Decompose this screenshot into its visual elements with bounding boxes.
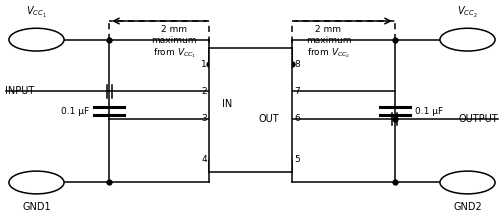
Text: 0.1 μF: 0.1 μF	[415, 107, 443, 116]
Text: OUTPUT: OUTPUT	[459, 114, 498, 124]
Text: 1: 1	[201, 60, 207, 69]
Text: INPUT: INPUT	[6, 86, 35, 96]
Text: GND2: GND2	[453, 202, 482, 212]
Circle shape	[440, 28, 495, 51]
Text: 2: 2	[201, 87, 207, 96]
Text: 3: 3	[201, 114, 207, 123]
Text: 7: 7	[295, 87, 300, 96]
Circle shape	[9, 28, 64, 51]
Text: 0.1 μF: 0.1 μF	[61, 107, 89, 116]
Text: $V_{CC_1}$: $V_{CC_1}$	[26, 5, 47, 20]
Text: 2 mm
maximum
from $V_{CC_2}$: 2 mm maximum from $V_{CC_2}$	[306, 25, 351, 60]
Text: OUT: OUT	[259, 114, 280, 124]
Text: 4: 4	[201, 155, 207, 164]
Text: IN: IN	[222, 99, 232, 109]
Text: 8: 8	[295, 60, 300, 69]
Text: GND1: GND1	[22, 202, 51, 212]
Bar	[209, 48, 292, 172]
Text: 5: 5	[295, 155, 300, 164]
Text: $V_{CC_2}$: $V_{CC_2}$	[457, 5, 478, 20]
Text: 6: 6	[295, 114, 300, 123]
Circle shape	[9, 171, 64, 194]
Circle shape	[440, 171, 495, 194]
Text: 2 mm
maximum
from $V_{CC_1}$: 2 mm maximum from $V_{CC_1}$	[152, 25, 197, 60]
